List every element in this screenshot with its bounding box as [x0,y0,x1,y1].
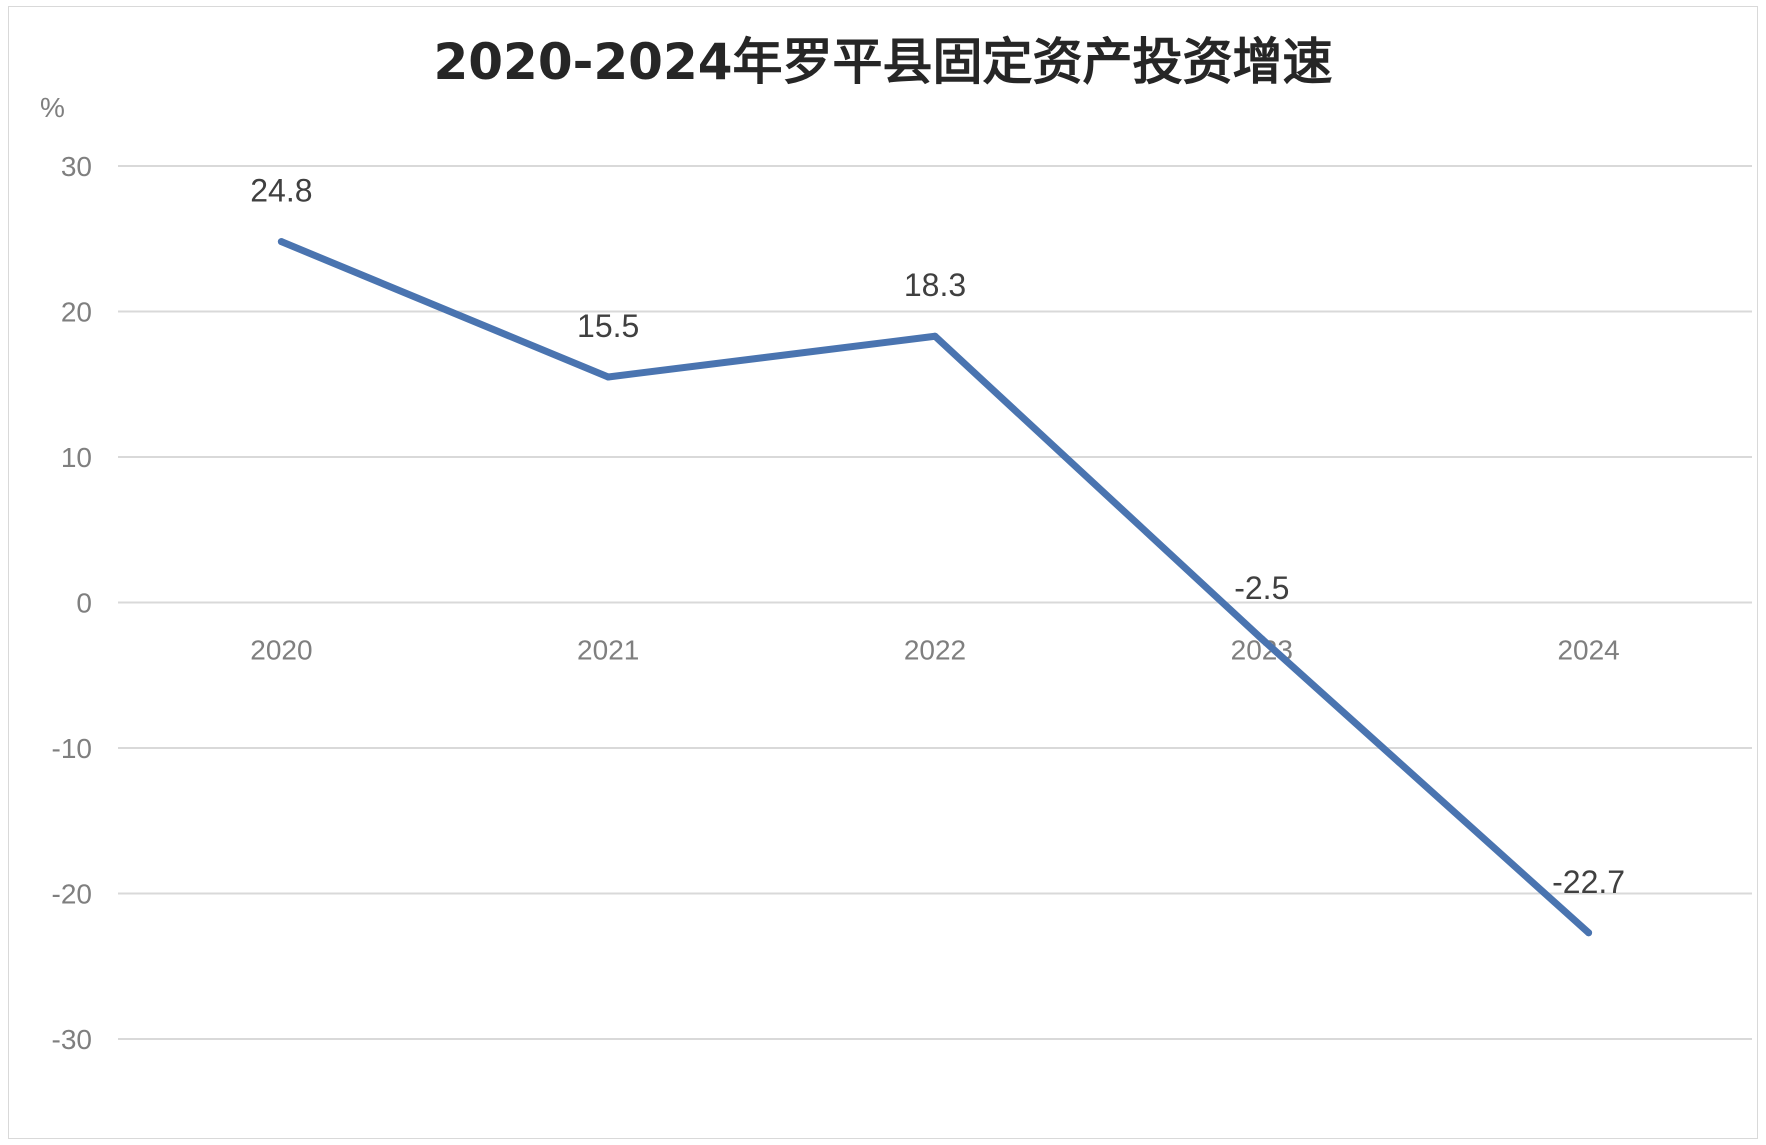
x-tick-label: 2021 [577,635,639,666]
x-tick-label: 2022 [904,635,966,666]
data-label: 15.5 [577,308,639,344]
data-label: 24.8 [250,173,312,209]
series-group [277,238,1593,937]
data-point [277,238,285,246]
data-point [1585,929,1593,937]
x-tick-label: 2024 [1557,635,1619,666]
y-tick-label: -10 [52,733,92,764]
y-tick-label: 0 [76,588,92,619]
data-point [931,332,939,340]
chart-title: 2020-2024年罗平县固定资产投资增速 [433,33,1333,91]
y-axis-ticks: 30 20 10 0 -10 -20 -30 [52,151,92,1055]
data-label: -22.7 [1552,864,1625,900]
x-axis-ticks: 2020 2021 2022 2023 2024 [250,635,1619,666]
gridlines [118,165,1752,1040]
data-point [604,373,612,381]
y-tick-label: -30 [52,1024,92,1055]
y-axis-unit-label: % [40,92,65,123]
data-point [1258,635,1266,643]
data-label: -2.5 [1234,570,1289,606]
y-tick-label: 10 [61,442,92,473]
chart-frame [8,6,1758,1139]
series-line [277,238,1593,937]
y-tick-label: -20 [52,879,92,910]
y-tick-label: 30 [61,151,92,182]
y-tick-label: 20 [61,297,92,328]
data-label: 18.3 [904,267,966,303]
data-labels: 24.8 15.5 18.3 -2.5 -22.7 [250,173,1625,900]
x-tick-label: 2020 [250,635,312,666]
